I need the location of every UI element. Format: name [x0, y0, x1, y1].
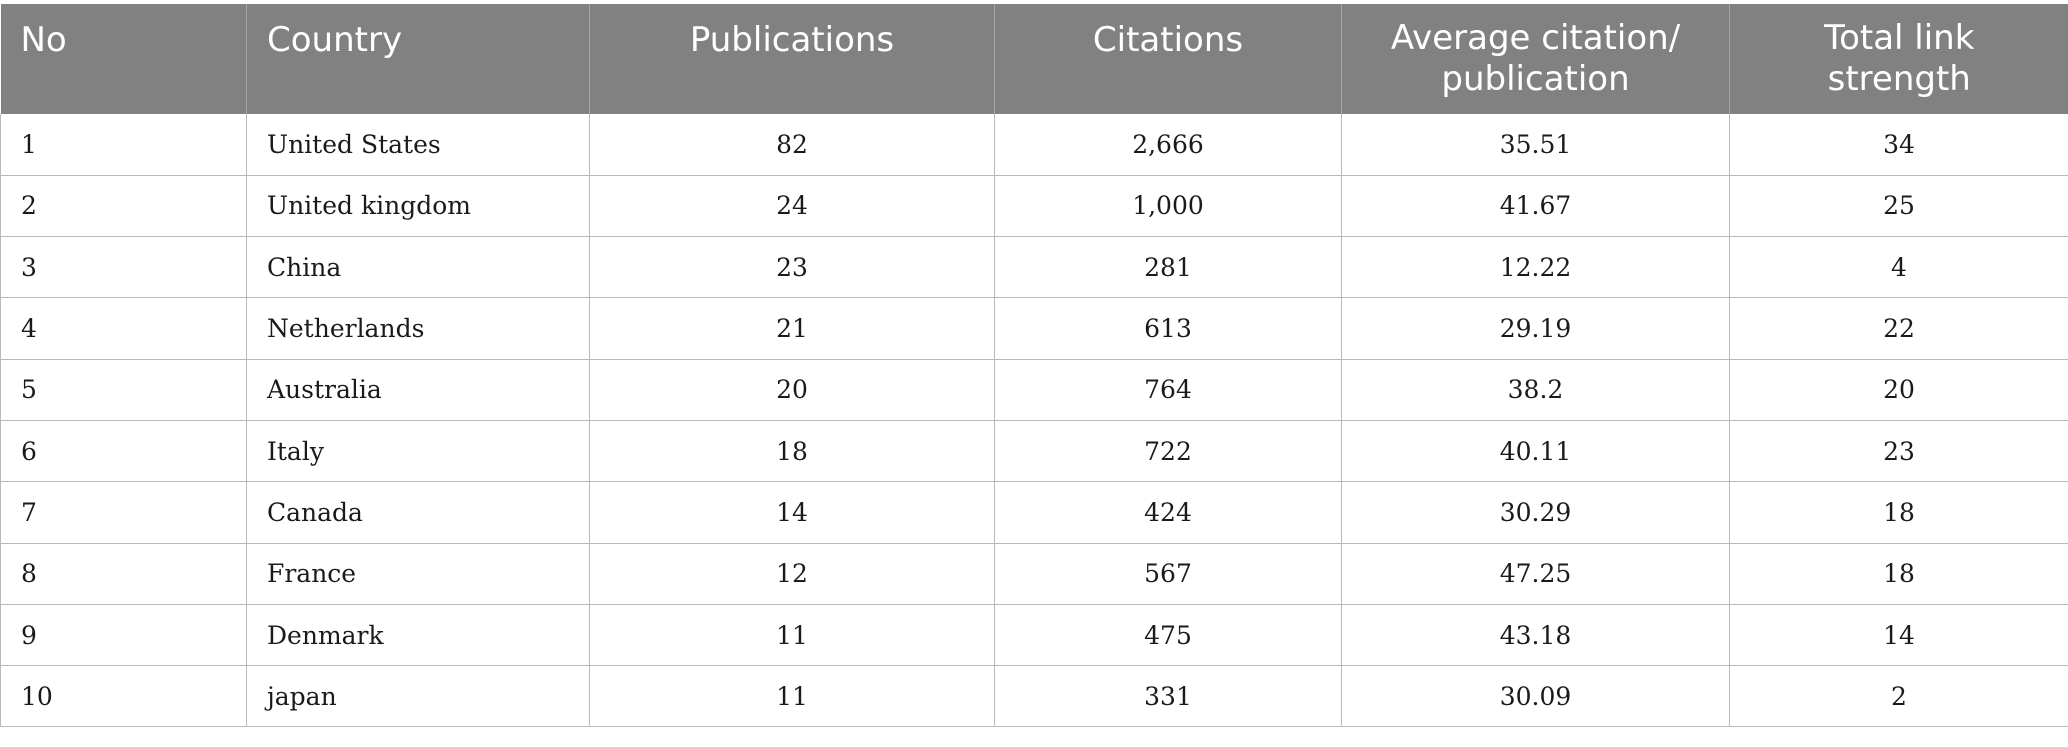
cell-citations: 424	[994, 481, 1342, 544]
cell-citations: 613	[994, 297, 1342, 360]
cell-publications: 82	[589, 114, 995, 176]
cell-total-link-strength: 2	[1729, 665, 2068, 728]
cell-total-link-strength: 18	[1729, 481, 2068, 544]
cell-total-link-strength: 22	[1729, 297, 2068, 360]
cell-average-citation: 47.25	[1341, 543, 1730, 605]
cell-country: japan	[246, 665, 590, 728]
cell-no: 2	[0, 175, 247, 238]
table-row: 8 France 12 567 47.25 18	[0, 543, 2068, 605]
cell-no: 1	[0, 114, 247, 176]
table-row: 2 United kingdom 24 1,000 41.67 25	[0, 175, 2068, 238]
cell-country: Denmark	[246, 604, 590, 667]
header-country: Country	[246, 4, 590, 114]
table-header: No Country Publications Citations Averag…	[0, 4, 2068, 114]
cell-country: Italy	[246, 420, 590, 483]
table-row: 9 Denmark 11 475 43.18 14	[0, 604, 2068, 667]
cell-publications: 18	[589, 420, 995, 483]
cell-citations: 331	[994, 665, 1342, 728]
cell-publications: 23	[589, 236, 995, 299]
cell-average-citation: 40.11	[1341, 420, 1730, 483]
cell-publications: 24	[589, 175, 995, 238]
cell-citations: 281	[994, 236, 1342, 299]
data-table: No Country Publications Citations Averag…	[0, 4, 2068, 728]
header-total-link-strength: Total link strength	[1729, 4, 2068, 114]
cell-no: 3	[0, 236, 247, 299]
cell-average-citation: 43.18	[1341, 604, 1730, 667]
cell-average-citation: 30.09	[1341, 665, 1730, 728]
cell-no: 4	[0, 297, 247, 360]
header-citations: Citations	[994, 4, 1342, 114]
cell-country: United States	[246, 114, 590, 176]
cell-average-citation: 12.22	[1341, 236, 1730, 299]
header-no: No	[0, 4, 247, 114]
cell-citations: 475	[994, 604, 1342, 667]
cell-average-citation: 35.51	[1341, 114, 1730, 176]
cell-publications: 12	[589, 543, 995, 605]
cell-citations: 1,000	[994, 175, 1342, 238]
cell-country: Australia	[246, 359, 590, 421]
cell-citations: 2,666	[994, 114, 1342, 176]
cell-no: 10	[0, 665, 247, 728]
cell-publications: 11	[589, 665, 995, 728]
cell-no: 7	[0, 481, 247, 544]
cell-average-citation: 38.2	[1341, 359, 1730, 421]
cell-citations: 722	[994, 420, 1342, 483]
cell-country: Canada	[246, 481, 590, 544]
cell-total-link-strength: 18	[1729, 543, 2068, 605]
cell-citations: 764	[994, 359, 1342, 421]
country-table: No Country Publications Citations Averag…	[0, 4, 2068, 728]
table-row: 1 United States 82 2,666 35.51 34	[0, 114, 2068, 176]
header-publications: Publications	[589, 4, 995, 114]
cell-total-link-strength: 23	[1729, 420, 2068, 483]
table-row: 4 Netherlands 21 613 29.19 22	[0, 297, 2068, 360]
cell-no: 6	[0, 420, 247, 483]
cell-country: United kingdom	[246, 175, 590, 238]
cell-country: France	[246, 543, 590, 605]
cell-country: China	[246, 236, 590, 299]
table-row: 7 Canada 14 424 30.29 18	[0, 481, 2068, 544]
cell-total-link-strength: 34	[1729, 114, 2068, 176]
cell-country: Netherlands	[246, 297, 590, 360]
cell-average-citation: 29.19	[1341, 297, 1730, 360]
cell-no: 8	[0, 543, 247, 605]
cell-publications: 20	[589, 359, 995, 421]
cell-average-citation: 41.67	[1341, 175, 1730, 238]
cell-publications: 21	[589, 297, 995, 360]
cell-citations: 567	[994, 543, 1342, 605]
cell-total-link-strength: 14	[1729, 604, 2068, 667]
cell-no: 9	[0, 604, 247, 667]
cell-average-citation: 30.29	[1341, 481, 1730, 544]
cell-no: 5	[0, 359, 247, 421]
header-row: No Country Publications Citations Averag…	[0, 4, 2068, 114]
cell-total-link-strength: 4	[1729, 236, 2068, 299]
cell-publications: 14	[589, 481, 995, 544]
cell-publications: 11	[589, 604, 995, 667]
table-row: 5 Australia 20 764 38.2 20	[0, 359, 2068, 421]
table-row: 10 japan 11 331 30.09 2	[0, 665, 2068, 728]
cell-total-link-strength: 25	[1729, 175, 2068, 238]
table-body: 1 United States 82 2,666 35.51 34 2 United king…	[0, 114, 2068, 728]
table-row: 3 China 23 281 12.22 4	[0, 236, 2068, 299]
table-row: 6 Italy 18 722 40.11 23	[0, 420, 2068, 483]
header-average-citation: Average citation/ publication	[1341, 4, 1730, 114]
cell-total-link-strength: 20	[1729, 359, 2068, 421]
